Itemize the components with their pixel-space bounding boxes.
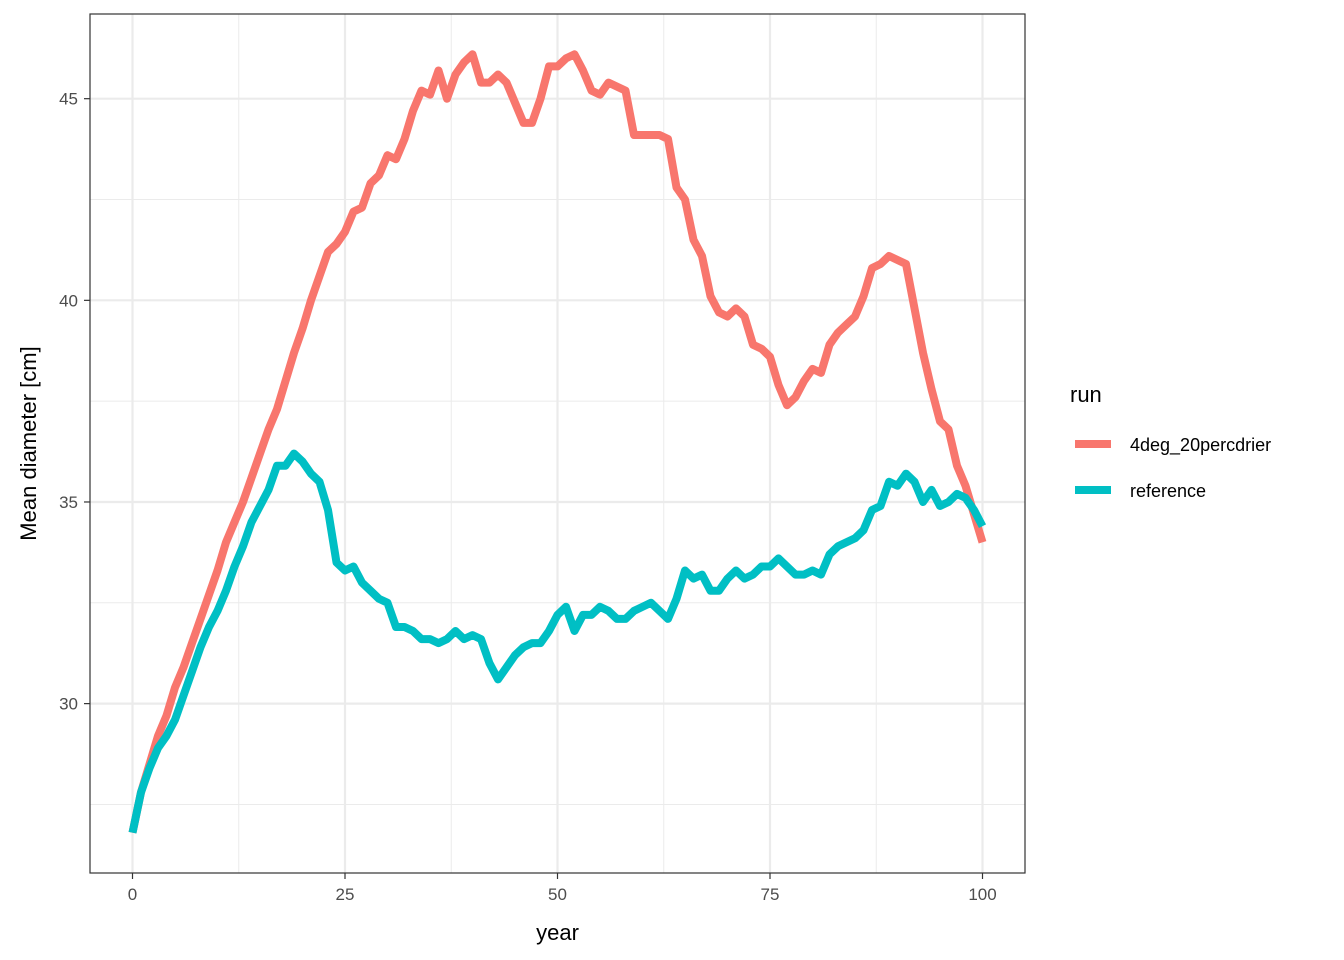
y-axis: 30 35 40 45: [59, 90, 90, 714]
legend-title: run: [1070, 382, 1102, 407]
series-line-4deg-20percdrier: [128, 50, 987, 834]
y-tick-label: 40: [59, 291, 78, 310]
legend-label-reference: reference: [1130, 481, 1206, 501]
x-tick-label: 50: [548, 885, 567, 904]
y-tick-label: 45: [59, 90, 78, 109]
x-axis: 0 25 50 75 100: [128, 873, 997, 904]
legend-label-4deg-20percdrier: 4deg_20percdrier: [1130, 435, 1271, 456]
x-tick-label: 100: [968, 885, 996, 904]
legend: run 4deg_20percdrier reference: [1070, 382, 1271, 501]
x-tick-label: 0: [128, 885, 137, 904]
y-axis-title: Mean diameter [cm]: [16, 346, 41, 540]
x-tick-label: 25: [336, 885, 355, 904]
major-gridlines: [90, 14, 1025, 873]
x-tick-label: 75: [761, 885, 780, 904]
series-line-reference: [128, 449, 987, 834]
legend-items: 4deg_20percdrier reference: [1075, 435, 1271, 501]
y-tick-label: 35: [59, 493, 78, 512]
series-lines: [128, 50, 987, 834]
x-axis-title: year: [536, 920, 579, 945]
y-tick-label: 30: [59, 695, 78, 714]
